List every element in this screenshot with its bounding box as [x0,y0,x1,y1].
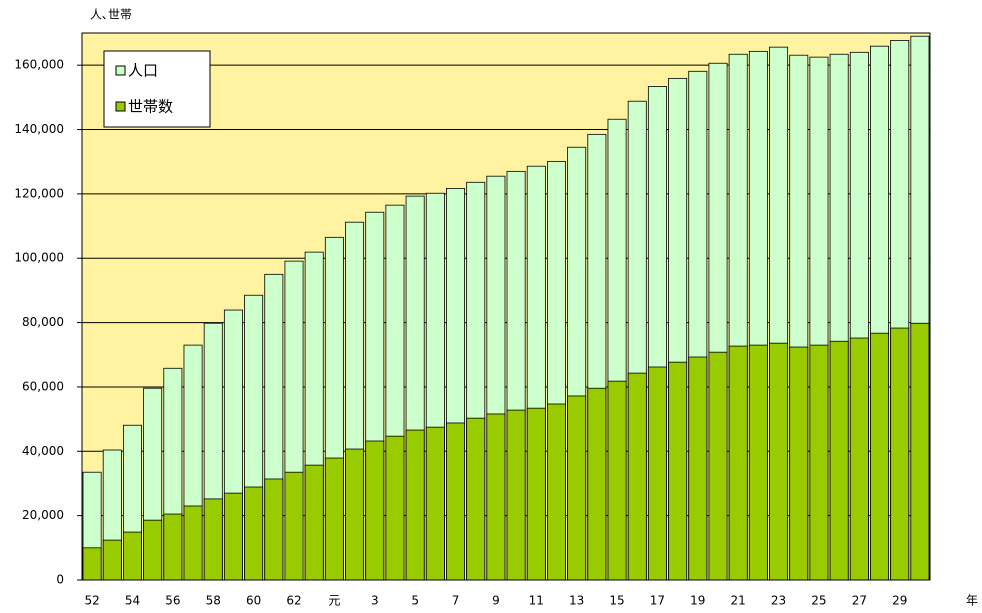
bar [607,380,627,581]
bar [345,448,365,581]
x-axis-label: 年 [966,594,978,608]
bar [506,409,526,581]
bar [910,322,930,581]
bar [425,426,445,581]
bar [365,440,385,581]
y-tick-label: 40,000 [22,444,64,458]
y-tick-label: 60,000 [22,379,64,393]
x-tick-label: 7 [452,594,460,608]
bar [567,395,587,581]
x-tick-label: 9 [492,594,500,608]
x-tick-label: 25 [811,594,826,608]
bar [789,346,809,581]
x-tick-label: 52 [84,594,99,608]
bar [324,457,344,581]
x-tick-label: 62 [286,594,301,608]
x-tick-label: 19 [690,594,705,608]
bar [728,345,748,581]
bar [466,417,486,581]
x-tick-label: 元 [328,594,340,608]
bar [304,464,324,581]
bar [668,361,688,581]
bar [890,327,910,581]
bar [143,519,163,581]
bar [264,478,284,581]
bar [849,337,869,581]
bar [405,429,425,581]
bar [203,498,223,581]
y-tick-label: 140,000 [14,122,64,136]
bar [284,471,304,581]
x-tick-label: 23 [771,594,786,608]
bar [163,513,183,581]
legend-label: 世帯数 [128,98,173,116]
bar [526,407,546,581]
y-axis-label: 人､世帯 [90,8,132,22]
x-tick-label: 29 [892,594,907,608]
x-tick-label: 13 [569,594,584,608]
legend-box [103,50,211,128]
x-tick-label: 60 [246,594,261,608]
bar [748,344,768,581]
bar [627,372,647,581]
bar [647,366,667,581]
x-tick-label: 56 [165,594,180,608]
y-tick-label: 100,000 [14,251,64,265]
x-tick-label: 3 [371,594,379,608]
bar [446,422,466,581]
legend-swatch [115,101,126,112]
x-tick-label: 54 [125,594,140,608]
bar [183,505,203,581]
plot-area [82,33,930,580]
bar [809,344,829,581]
bar [870,332,890,581]
bar [486,413,506,581]
y-tick-label: 120,000 [14,186,64,200]
bar [587,387,607,581]
x-tick-label: 15 [609,594,624,608]
x-tick-label: 21 [731,594,746,608]
x-tick-label: 17 [650,594,665,608]
x-tick-label: 5 [411,594,419,608]
bar [688,356,708,581]
x-tick-label: 11 [529,594,544,608]
y-tick-label: 0 [56,573,64,587]
bar [82,547,102,581]
bar [829,340,849,581]
bar [244,486,264,581]
x-tick-label: 58 [206,594,221,608]
legend-swatch [115,65,126,76]
y-tick-label: 20,000 [22,508,64,522]
bar [385,435,405,581]
bar [122,531,142,581]
bar [708,351,728,581]
legend-label: 人口 [128,62,158,80]
y-tick-label: 80,000 [22,315,64,329]
bar [223,492,243,581]
x-tick-label: 27 [852,594,867,608]
bar [546,403,566,581]
bar [102,539,122,581]
plot-border [81,32,931,581]
bar [769,342,789,581]
y-tick-label: 160,000 [14,58,64,72]
